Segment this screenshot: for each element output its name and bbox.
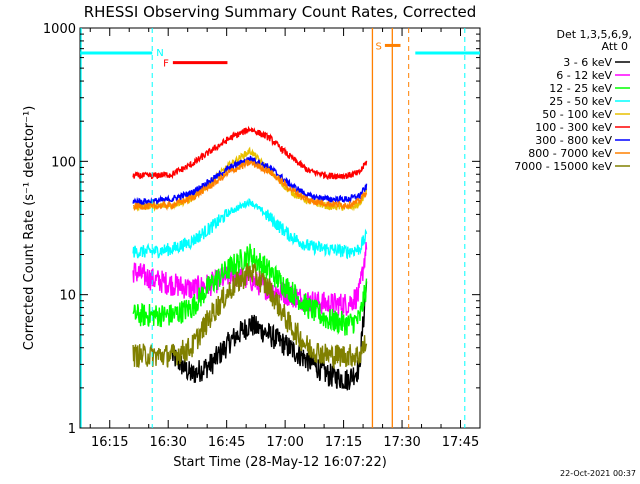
legend-label-5: 50 - 100 keV <box>542 108 612 121</box>
legend-label-8: 800 - 7000 keV <box>528 147 612 160</box>
x-tick-label: 17:00 <box>266 435 303 450</box>
plot-border <box>79 27 481 429</box>
x-tick-label: 16:15 <box>91 435 128 450</box>
legend-header-line-2: Att 0 <box>602 40 628 53</box>
y-tick-label: 1 <box>68 422 76 437</box>
annotation-label-N: N <box>156 48 163 59</box>
annotation-label-F: F <box>163 59 169 70</box>
legend-header-line-1: Det 1,3,5,6,9, <box>556 28 632 41</box>
legend-label-3: 12 - 25 keV <box>549 82 612 95</box>
legend-label-1: 3 - 6 keV <box>563 56 612 69</box>
legend-label-2: 6 - 12 keV <box>556 69 612 82</box>
series-line-4 <box>132 198 368 260</box>
x-tick-label: 17:30 <box>383 435 420 450</box>
series-line-8 <box>132 158 368 212</box>
x-tick-label: 16:45 <box>208 435 245 450</box>
x-axis-label: Start Time (28-May-12 16:07:22) <box>173 455 387 470</box>
y-tick-label: 10 <box>59 289 76 304</box>
legend-label-7: 300 - 800 keV <box>535 134 612 147</box>
series-layer <box>132 125 368 391</box>
annotation-layer: NF S <box>80 28 480 428</box>
annotation-label-S: S <box>376 41 382 52</box>
x-tick-label: 16:30 <box>149 435 186 450</box>
series-line-9 <box>132 263 368 370</box>
x-tick-label: 17:15 <box>325 435 362 450</box>
y-axis: 1 10 100 1000 <box>43 22 480 437</box>
y-tick-label: 1000 <box>43 22 76 37</box>
series-line-6 <box>132 125 368 181</box>
legend-label-6: 100 - 300 keV <box>535 121 612 134</box>
y-axis-label: Corrected Count Rate (s⁻¹ detector⁻¹) <box>22 106 37 351</box>
x-axis: 16:15 16:30 16:45 17:00 17:15 17:30 17:45 <box>89 28 481 450</box>
plot-frame <box>79 27 481 429</box>
series-line-3 <box>132 243 368 336</box>
series-line-7 <box>132 155 368 207</box>
y-tick-label: 100 <box>51 155 76 170</box>
date-stamp: 22-Oct-2021 00:37 <box>560 469 636 478</box>
x-tick-label: 17:45 <box>442 435 479 450</box>
chart-title: RHESSI Observing Summary Count Rates, Co… <box>84 3 477 21</box>
legend-label-9: 7000 - 15000 keV <box>514 160 612 173</box>
legend-label-4: 25 - 50 keV <box>549 95 612 108</box>
